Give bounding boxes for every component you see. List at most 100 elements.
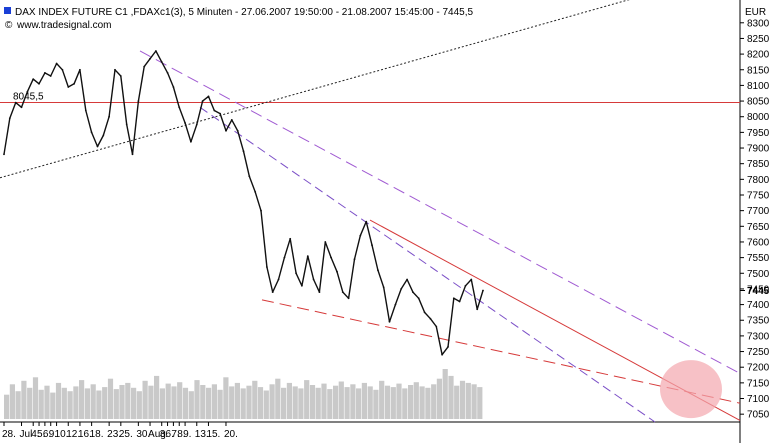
x-tick-label: 15.: [206, 429, 220, 440]
volume-bar: [257, 387, 264, 419]
price-point: [225, 129, 227, 132]
price-point: [464, 284, 467, 287]
volume-bar: [55, 382, 62, 419]
price-point: [14, 101, 17, 104]
price-point: [44, 72, 46, 74]
inner-downtrend-line: [199, 106, 656, 423]
volume-bar: [384, 385, 391, 419]
volume-bar: [275, 378, 281, 419]
price-point: [435, 325, 438, 328]
volume-bar: [373, 389, 379, 419]
y-tick-label: 7150: [747, 378, 770, 389]
volume-bar: [304, 380, 310, 419]
volume-bar: [402, 388, 408, 419]
x-tick-label: 18.: [90, 429, 104, 440]
outer-downtrend-line: [139, 50, 741, 374]
price-point: [295, 272, 297, 275]
price-point: [201, 100, 204, 102]
volume-bar: [229, 386, 235, 419]
axes: 8300 8250 8200 8150 8100 8050 8000 7950 7900 7850…: [2, 18, 770, 440]
y-tick-label: 7700: [747, 206, 770, 217]
price-point: [172, 86, 175, 88]
price-point: [347, 297, 350, 300]
volume-bar: [286, 382, 292, 419]
price-point: [260, 209, 262, 212]
y-tick-label: 7100: [747, 394, 770, 405]
volume-bar: [136, 391, 142, 419]
x-tick-label: 6.: [43, 429, 51, 440]
price-point: [90, 131, 93, 134]
price-point: [458, 300, 461, 303]
volume-bar: [350, 384, 356, 419]
price-point: [155, 50, 157, 52]
volume-bar: [413, 382, 419, 419]
volume-bar: [477, 387, 483, 419]
x-tick-label: 12.: [66, 429, 80, 440]
price-point: [254, 191, 257, 193]
x-tick-label: 9.: [49, 429, 57, 440]
volume-bar: [177, 382, 183, 419]
volume-bar: [119, 385, 125, 419]
volume-bar: [471, 384, 477, 419]
volume-bar: [27, 387, 33, 420]
price-point: [306, 255, 309, 257]
y-tick-label: 7350: [747, 316, 770, 327]
price-point: [277, 278, 280, 281]
trendlines: 8045,5: [0, 0, 741, 423]
price-point: [412, 291, 414, 293]
price-point: [236, 129, 239, 132]
volume-bar: [263, 390, 269, 419]
price-point: [301, 284, 303, 287]
currency-label: EUR: [745, 7, 766, 18]
x-tick-label: 3.: [160, 429, 168, 440]
price-point: [330, 256, 332, 259]
y-tick-label: 7750: [747, 190, 770, 201]
price-point: [178, 106, 181, 109]
volume-bar: [32, 377, 39, 419]
volume-bar: [154, 375, 160, 419]
price-point: [365, 220, 368, 223]
price-point: [423, 311, 426, 314]
volume-bar: [223, 377, 229, 419]
price-point: [219, 112, 222, 115]
price-point: [125, 123, 128, 126]
volume-bar: [379, 380, 385, 419]
x-tick-label: 8.: [177, 429, 185, 440]
x-tick-label: Jul: [20, 429, 33, 440]
price-point: [248, 175, 251, 178]
volume-bar: [206, 387, 212, 420]
volume-bar: [361, 382, 367, 419]
chart-frame: [0, 0, 741, 443]
y-tick-label: 8000: [747, 112, 770, 123]
price-point: [96, 145, 99, 148]
volume-bar: [61, 387, 67, 420]
price-point: [61, 68, 64, 71]
y-tick-label: 7400: [747, 300, 770, 311]
price-point: [49, 75, 52, 77]
y-tick-label: 7300: [747, 331, 770, 342]
price-point: [318, 291, 321, 293]
price-point: [20, 106, 23, 109]
volume-bar: [425, 387, 431, 420]
volume-bar: [113, 389, 119, 419]
copyright-icon: ©: [5, 20, 13, 31]
volume-bar: [442, 369, 448, 419]
y-tick-label: 8300: [747, 18, 770, 29]
volume-bar: [309, 385, 316, 419]
x-tick-label: 20.: [224, 429, 238, 440]
price-point: [312, 278, 315, 281]
volume-bar: [38, 389, 44, 419]
volume-bar: [21, 380, 27, 419]
y-tick-label: 7250: [747, 347, 770, 358]
x-tick-label: 6.: [166, 429, 174, 440]
volume-bar: [298, 388, 304, 419]
target-zone-circle: [660, 360, 722, 419]
price-point: [283, 256, 286, 259]
price-point: [359, 234, 362, 237]
price-point: [388, 320, 391, 323]
price-point: [26, 90, 29, 93]
x-tick-label: 23.: [107, 429, 121, 440]
price-point: [230, 119, 233, 121]
level-label: 8045,5: [13, 91, 44, 102]
volume-bar: [338, 381, 344, 419]
